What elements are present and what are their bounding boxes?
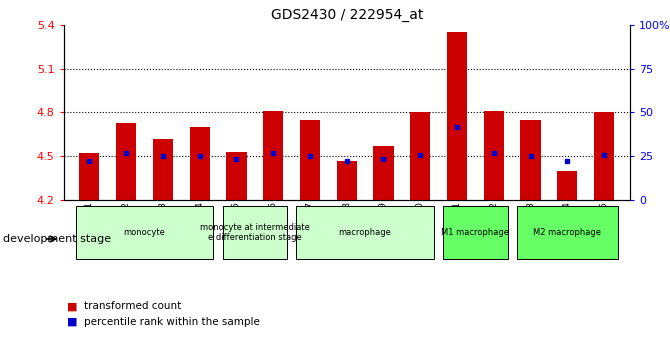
Text: ■: ■ (67, 317, 78, 327)
Bar (76, 206, 214, 259)
Bar (373, 146, 393, 200)
Bar (484, 111, 504, 200)
Text: M2 macrophage: M2 macrophage (533, 228, 601, 237)
Bar (410, 113, 430, 200)
Bar (300, 120, 320, 200)
Bar (336, 161, 357, 200)
Text: M1 macrophage: M1 macrophage (442, 228, 509, 237)
Bar (594, 113, 614, 200)
Bar (79, 153, 99, 200)
Bar (517, 206, 618, 259)
Bar (263, 111, 283, 200)
Text: development stage: development stage (3, 234, 111, 244)
Bar (226, 152, 247, 200)
Bar (447, 32, 467, 200)
Bar (222, 206, 287, 259)
Bar (190, 127, 210, 200)
Bar (296, 206, 434, 259)
Text: transformed count: transformed count (84, 301, 181, 311)
Bar (444, 206, 508, 259)
Bar (153, 139, 173, 200)
Text: macrophage: macrophage (338, 228, 391, 237)
Bar (521, 120, 541, 200)
Text: ■: ■ (67, 301, 78, 311)
Bar (557, 171, 578, 200)
Bar (116, 122, 136, 200)
Text: monocyte: monocyte (123, 228, 165, 237)
Text: percentile rank within the sample: percentile rank within the sample (84, 317, 260, 327)
Text: monocyte at intermediate
e differentiation stage: monocyte at intermediate e differentiati… (200, 223, 310, 242)
Title: GDS2430 / 222954_at: GDS2430 / 222954_at (271, 8, 423, 22)
